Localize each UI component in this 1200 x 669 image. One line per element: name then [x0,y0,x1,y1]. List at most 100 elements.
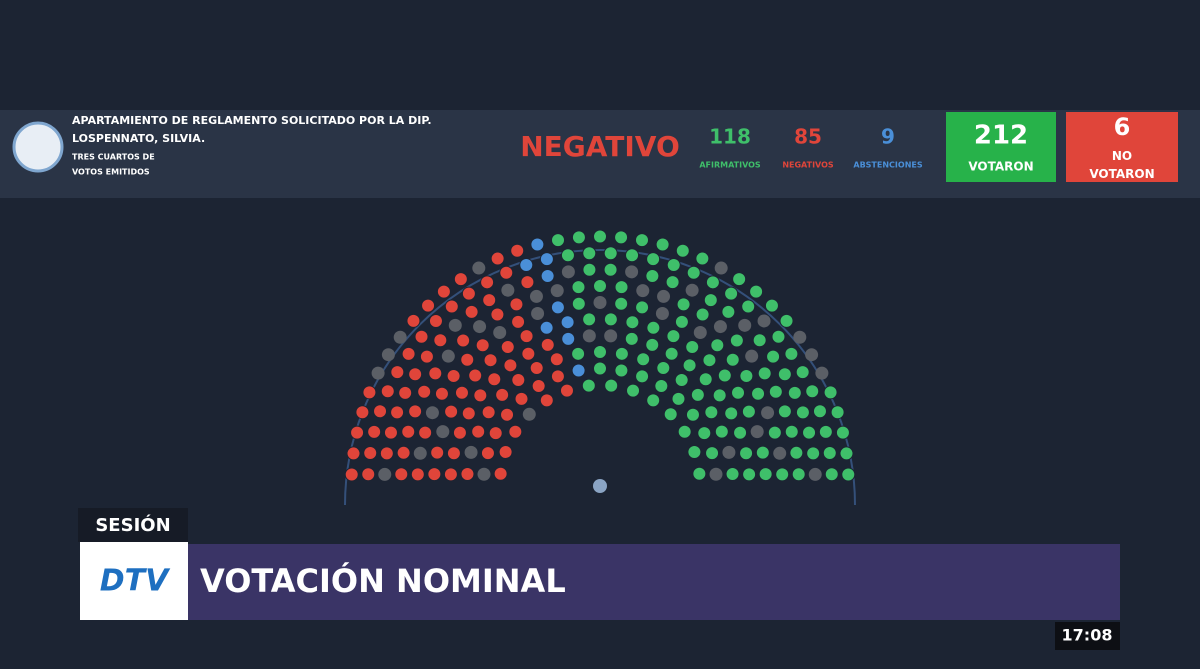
seat [685,407,700,422]
seat [731,385,746,400]
seat-empty [425,406,439,420]
seat [446,369,461,384]
tally-label: AFIRMATIVOS [699,161,761,170]
seat [635,369,650,384]
seat [739,369,754,384]
seat [346,446,361,461]
seat [703,293,718,308]
seat-empty [793,330,807,344]
seat [460,467,475,482]
seat-empty [757,314,771,328]
seat [635,300,650,315]
seat [695,251,710,266]
seat [468,368,483,383]
seat [755,445,770,460]
seat [646,393,661,408]
seat [452,425,467,440]
seat [741,404,756,419]
voted-count: 212 [974,121,1028,151]
seat [771,329,786,344]
seat [614,296,629,311]
seat [428,366,443,381]
seat [752,333,767,348]
seat [418,425,433,440]
seat [729,333,744,348]
seat [398,385,413,400]
seat [704,405,719,420]
seat [582,262,597,277]
seat [687,444,702,459]
seat [676,297,691,312]
seat-empty [381,348,395,362]
motion-title: APARTAMIENTO DE REGLAMENTO SOLICITADO PO… [72,114,432,127]
seat-empty [714,261,728,275]
seat [519,258,534,273]
seat [710,338,725,353]
seat-empty [713,320,727,334]
seat [421,298,436,313]
seat [655,237,670,252]
seat [674,373,689,388]
seat [499,265,514,280]
seat-empty [371,366,385,380]
seat [705,275,720,290]
seat [646,252,661,267]
seat [818,424,833,439]
seat [498,444,513,459]
seat [473,388,488,403]
seat [791,467,806,482]
seat-empty [761,406,775,420]
seat-empty [657,289,671,303]
seat [427,467,442,482]
seat [686,265,701,280]
seat [394,467,409,482]
seat-empty [473,320,487,334]
seat-empty [636,284,650,298]
seat [839,446,854,461]
chamber-logo [12,121,64,173]
seat [741,299,756,314]
seat [775,467,790,482]
seat [550,300,565,315]
seat [841,467,856,482]
seat-empty [709,467,723,481]
seat [603,246,618,261]
seat [529,361,544,376]
seat [461,406,476,421]
result: NEGATIVO [520,130,680,163]
seat-empty [685,283,699,297]
seat [725,352,740,367]
seat [571,363,586,378]
seat [582,246,597,261]
seat [789,445,804,460]
seat [350,425,365,440]
tally-label: ABSTENCIONES [853,161,922,170]
seat [751,386,766,401]
seat-empty [477,467,491,481]
seat [604,378,619,393]
seat [677,424,692,439]
seat [401,346,416,361]
tag: SESIÓN [95,514,170,536]
seat [401,424,416,439]
seat [824,467,839,482]
seat [724,286,739,301]
voted-label: VOTARON [968,160,1033,174]
seat [571,346,586,361]
motion-title: LOSPENNATO, SILVIA. [72,132,205,145]
seat [625,248,640,263]
seat [406,313,421,328]
clock: 17:08 [1062,626,1113,645]
seat-empty [550,284,564,298]
seat-empty [582,329,596,343]
seat [355,405,370,420]
seat [539,252,554,267]
seat [614,363,629,378]
seat [593,361,607,376]
seat [428,313,443,328]
tallies: 118 AFIRMATIVOS 85 NEGATIVOS 9 ABSTENCIONES [699,125,923,170]
seat [645,337,660,352]
seat-empty [522,407,536,421]
seat [666,258,681,273]
tally-count: 85 [794,125,822,149]
